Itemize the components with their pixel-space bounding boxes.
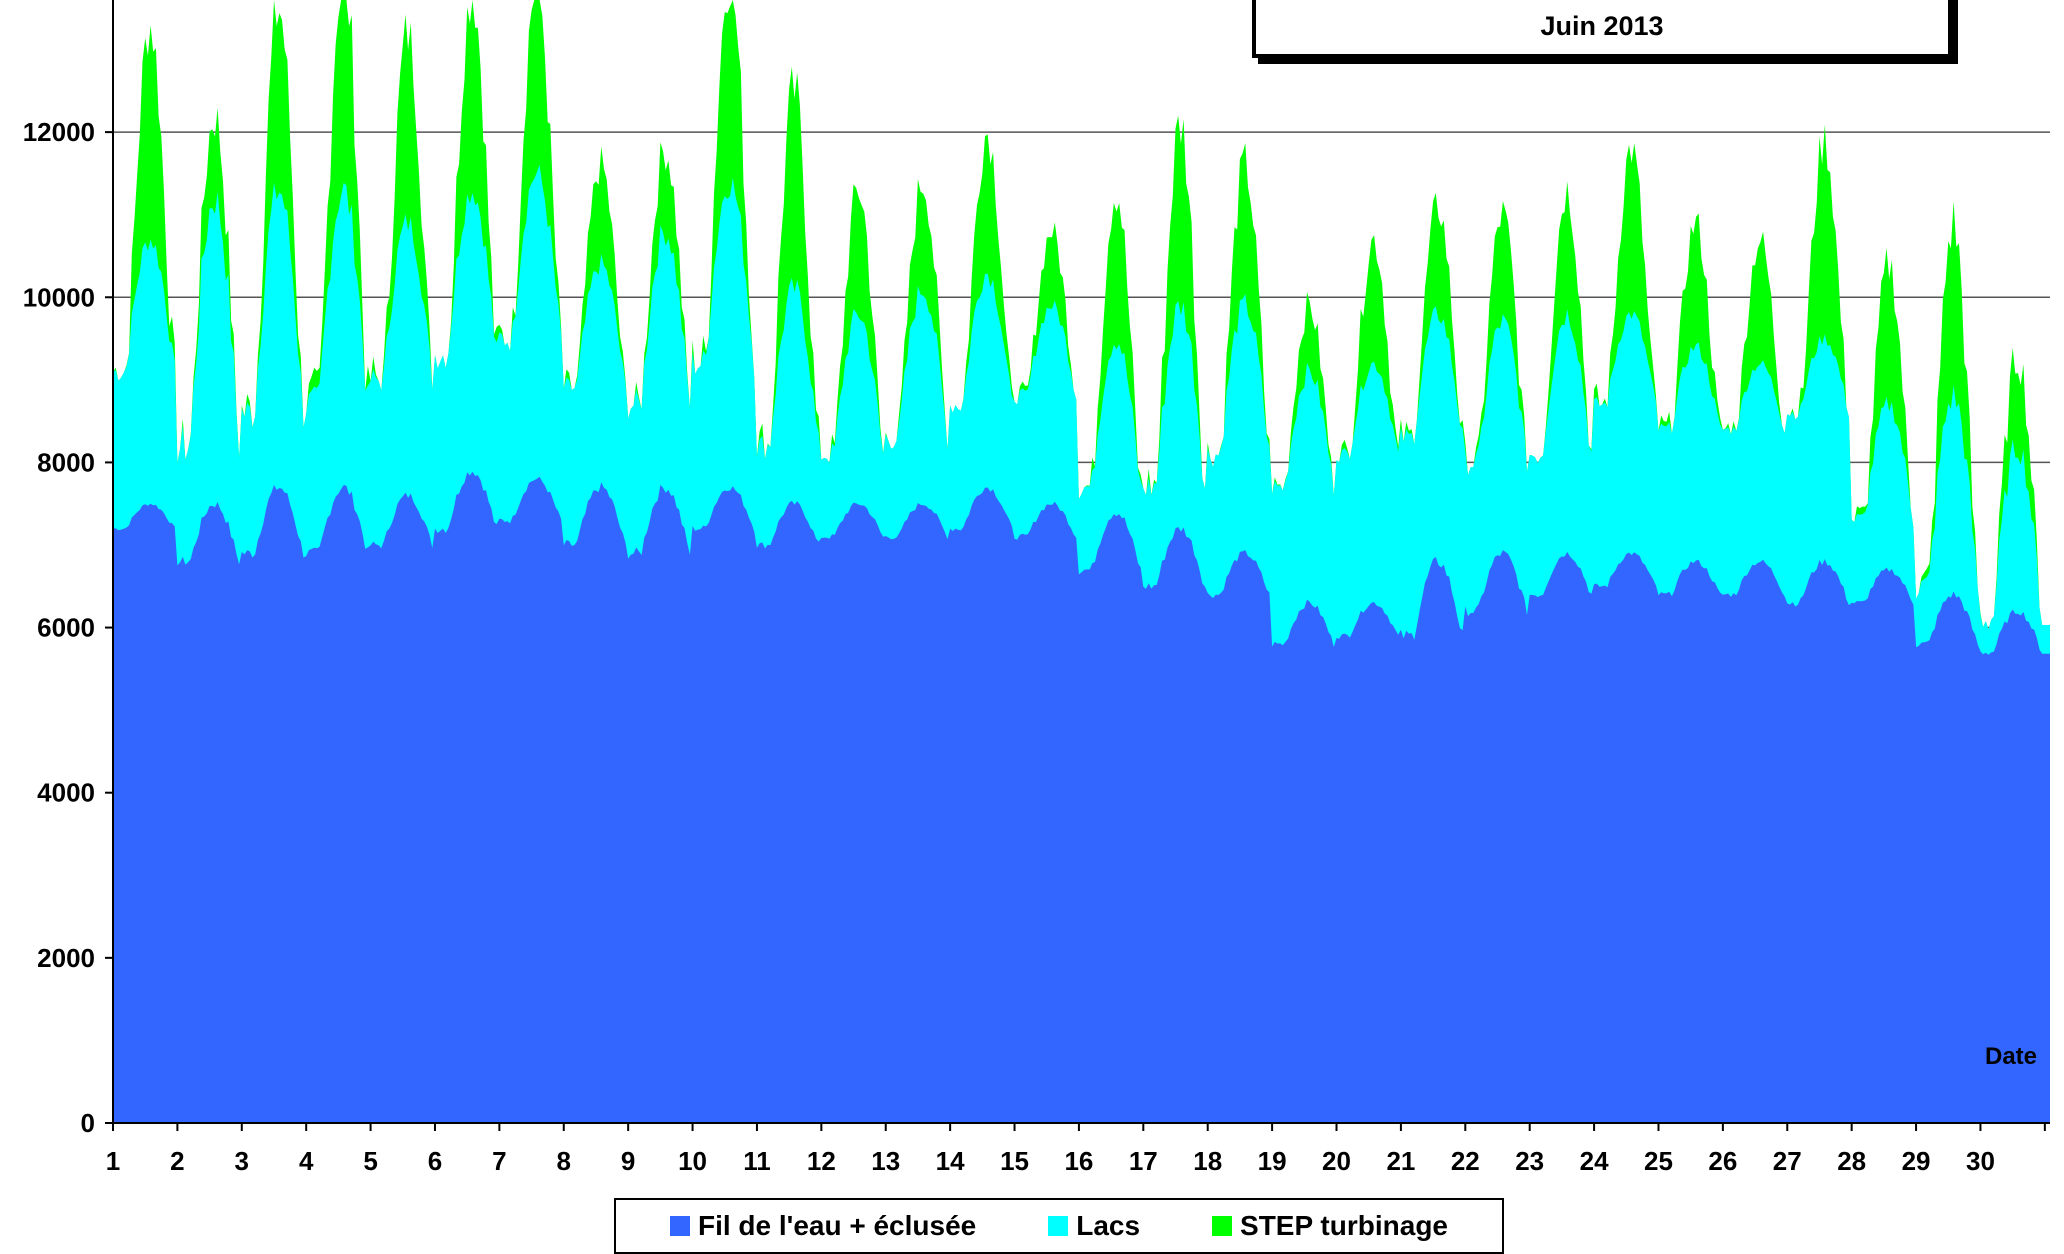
y-tick-label: 2000 bbox=[37, 943, 95, 973]
y-tick-label: 0 bbox=[81, 1108, 95, 1138]
x-tick-label: 3 bbox=[235, 1146, 249, 1176]
x-tick-label: 10 bbox=[678, 1146, 707, 1176]
y-tick-label: 4000 bbox=[37, 778, 95, 808]
legend-item-step: STEP turbinage bbox=[1212, 1210, 1448, 1242]
x-tick-label: 25 bbox=[1644, 1146, 1673, 1176]
x-tick-label: 23 bbox=[1515, 1146, 1544, 1176]
legend-swatch-step bbox=[1212, 1216, 1233, 1236]
x-axis-label: Date bbox=[1985, 1043, 2038, 1070]
x-tick-label: 1 bbox=[106, 1146, 120, 1176]
x-tick-label: 16 bbox=[1064, 1146, 1093, 1176]
y-tick-label: 10000 bbox=[23, 282, 95, 312]
x-tick-labels: 1 2 3 4 5 6 7 8 9 10 11 12 13 14 15 16 17 18 19 20 21 22 23 24 2… bbox=[106, 1123, 2046, 1176]
x-tick-label: 17 bbox=[1129, 1146, 1158, 1176]
y-tick-labels: 0 2000 4000 6000 8000 10000 12000 bbox=[23, 117, 113, 1138]
legend-item-lacs: Lacs bbox=[1048, 1210, 1140, 1242]
x-tick-label: 15 bbox=[1000, 1146, 1029, 1176]
x-tick-label: 18 bbox=[1193, 1146, 1222, 1176]
x-tick-label: 5 bbox=[363, 1146, 377, 1176]
x-tick-label: 12 bbox=[807, 1146, 836, 1176]
legend-label-lacs: Lacs bbox=[1076, 1210, 1141, 1241]
legend-swatch-lacs bbox=[1048, 1216, 1069, 1236]
x-tick-label: 11 bbox=[743, 1146, 771, 1176]
y-tick-label: 6000 bbox=[37, 613, 95, 643]
x-tick-label: 9 bbox=[621, 1146, 635, 1176]
chart-title-box: Juin 2013 bbox=[1252, 0, 1952, 58]
legend-swatch-fil-eau bbox=[669, 1216, 690, 1236]
legend-label-step: STEP turbinage bbox=[1240, 1210, 1448, 1241]
area-fil-eau bbox=[113, 471, 2050, 1123]
x-tick-label: 26 bbox=[1708, 1146, 1737, 1176]
x-tick-label: 13 bbox=[871, 1146, 900, 1176]
legend: Fil de l'eau + éclusée Lacs STEP turbina… bbox=[614, 1198, 1504, 1254]
x-tick-label: 29 bbox=[1902, 1146, 1931, 1176]
legend-label-fil-eau: Fil de l'eau + éclusée bbox=[697, 1210, 977, 1241]
x-tick-label: 21 bbox=[1386, 1146, 1415, 1176]
legend-item-fil-eau: Fil de l'eau + éclusée bbox=[669, 1210, 977, 1242]
x-tick-label: 8 bbox=[557, 1146, 571, 1176]
x-tick-label: 19 bbox=[1258, 1146, 1287, 1176]
x-tick-label: 30 bbox=[1966, 1146, 1995, 1176]
x-tick-label: 27 bbox=[1773, 1146, 1802, 1176]
x-tick-label: 2 bbox=[170, 1146, 184, 1176]
chart-title-line2: Juin 2013 bbox=[1540, 11, 1664, 41]
y-tick-label: 12000 bbox=[23, 117, 95, 147]
x-tick-label: 14 bbox=[936, 1146, 965, 1176]
x-tick-label: 6 bbox=[428, 1146, 442, 1176]
x-tick-label: 22 bbox=[1451, 1146, 1480, 1176]
x-tick-label: 20 bbox=[1322, 1146, 1351, 1176]
x-tick-label: 7 bbox=[492, 1146, 506, 1176]
y-tick-label: 8000 bbox=[37, 447, 95, 477]
x-tick-label: 4 bbox=[299, 1146, 314, 1176]
x-tick-label: 24 bbox=[1580, 1146, 1609, 1176]
x-tick-label: 28 bbox=[1837, 1146, 1866, 1176]
area-layers bbox=[113, 0, 2050, 1123]
